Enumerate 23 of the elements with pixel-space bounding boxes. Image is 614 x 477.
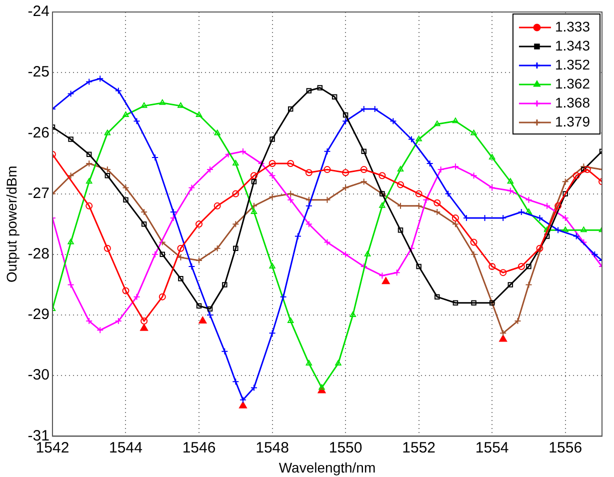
legend-label: 1.352	[554, 56, 590, 72]
y-tick-label: -29	[28, 306, 50, 324]
legend-label: 1.379	[554, 113, 590, 130]
x-tick-label: 1554	[475, 439, 509, 456]
x-tick-label: 1546	[182, 439, 216, 456]
x-tick-label: 1544	[109, 439, 142, 456]
x-tick-label: 1548	[256, 439, 289, 456]
y-axis-title: Output power/dBm	[3, 166, 20, 282]
y-tick-label: -27	[28, 184, 50, 202]
y-tick-label: -24	[28, 3, 50, 20]
legend-label: 1.362	[554, 75, 590, 92]
x-tick-label: 1556	[548, 439, 582, 456]
y-tick-label: -25	[28, 64, 50, 81]
legend-label: 1.333	[554, 18, 590, 34]
legend-label: 1.368	[554, 94, 590, 110]
x-tick-label: 1552	[402, 439, 436, 456]
y-tick-label: -30	[28, 366, 50, 384]
legend-label: 1.343	[554, 37, 590, 54]
y-tick-label: -26	[28, 124, 50, 142]
y-tick-label: -28	[28, 246, 50, 263]
x-tick-label: 1542	[36, 439, 70, 456]
x-axis-title: Wavelength/nm	[278, 459, 376, 476]
x-tick-label: 1550	[328, 439, 362, 456]
